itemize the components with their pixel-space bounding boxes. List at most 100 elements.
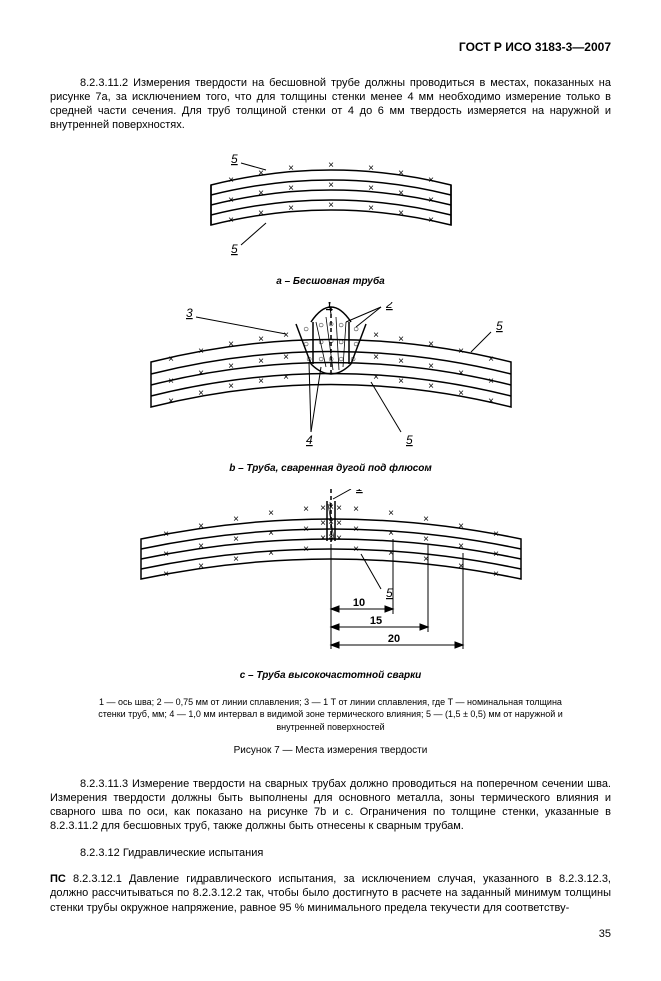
svg-text:×: × [458,346,464,357]
svg-text:×: × [458,388,464,399]
page-number: 35 [50,927,611,941]
svg-text:×: × [398,168,404,179]
dim-20: 20 [387,633,399,645]
svg-text:×: × [428,175,434,186]
svg-text:×: × [488,354,494,365]
svg-text:×: × [283,330,289,341]
label-5-bot: 5 [231,242,238,256]
svg-text:○: ○ [327,336,333,347]
figure-legend: 1 — ось шва; 2 — 0,75 мм от линии сплавл… [90,696,571,734]
svg-text:×: × [428,339,434,350]
p4-body: 8.2.3.12.1 Давление гидравлического испы… [50,873,611,914]
svg-text:×: × [458,521,464,532]
label-3: 3 [186,306,193,320]
svg-text:×: × [328,502,334,513]
svg-text:×: × [198,541,204,552]
figure-title: Рисунок 7 — Места измерения твердости [50,744,611,757]
svg-text:×: × [428,195,434,206]
svg-text:×: × [228,361,234,372]
svg-text:×: × [328,160,334,171]
svg-text:×: × [398,376,404,387]
svg-text:○: ○ [327,319,333,330]
svg-text:×: × [388,528,394,539]
svg-text:×: × [336,518,342,529]
label-2: 2 [385,302,393,311]
svg-text:×: × [233,514,239,525]
svg-text:×: × [328,532,334,543]
svg-text:×: × [353,504,359,515]
svg-text:×: × [258,334,264,345]
svg-text:×: × [303,524,309,535]
svg-text:×: × [198,521,204,532]
svg-text:×: × [336,503,342,514]
paragraph-82-3-12-1: ПС 8.2.3.12.1 Давление гидравлического и… [50,872,611,915]
svg-text:×: × [198,388,204,399]
svg-text:×: × [303,504,309,515]
caption-a: а – Бесшовная труба [50,275,611,288]
svg-text:×: × [268,548,274,559]
svg-text:×: × [328,200,334,211]
svg-text:×: × [373,330,379,341]
svg-text:×: × [398,334,404,345]
label-5b: 5 [406,433,413,447]
label-5r: 5 [496,319,503,333]
svg-text:×: × [258,208,264,219]
diagram-a-seamless: ××××××× ××××××× ××××××× 5 5 [50,145,611,265]
label-5-top: 5 [231,152,238,166]
svg-text:×: × [388,508,394,519]
svg-text:×: × [320,518,326,529]
svg-text:×: × [283,352,289,363]
svg-text:×: × [493,569,499,580]
dim-15: 15 [369,615,381,627]
label-5c: 5 [386,586,393,600]
svg-text:×: × [368,203,374,214]
svg-text:×: × [233,554,239,565]
svg-text:×: × [353,524,359,535]
svg-text:×: × [288,203,294,214]
svg-text:×: × [398,208,404,219]
svg-text:×: × [373,372,379,383]
svg-text:×: × [228,175,234,186]
svg-text:○: ○ [337,320,343,331]
svg-text:○: ○ [349,354,355,365]
svg-text:○: ○ [327,354,333,365]
svg-text:×: × [428,381,434,392]
svg-text:×: × [258,188,264,199]
label-1: 1 [326,302,333,311]
svg-text:×: × [228,195,234,206]
svg-text:×: × [168,354,174,365]
svg-text:×: × [423,514,429,525]
svg-text:×: × [163,549,169,560]
svg-text:○: ○ [337,354,343,365]
dim-10: 10 [352,597,364,609]
svg-text:×: × [398,188,404,199]
svg-text:×: × [320,503,326,514]
svg-text:×: × [428,215,434,226]
label-1c: 1 [356,489,363,494]
svg-text:×: × [488,376,494,387]
svg-text:×: × [228,339,234,350]
svg-text:×: × [368,183,374,194]
paragraph-82-3-11-3: 8.2.3.11.3 Измерение твердости на сварны… [50,777,611,834]
paragraph-82-3-11-2: 8.2.3.11.2 Измерения твердости на бесшов… [50,76,611,133]
svg-text:×: × [288,183,294,194]
svg-text:×: × [423,534,429,545]
svg-text:×: × [458,368,464,379]
svg-text:○: ○ [317,320,323,331]
svg-text:○: ○ [302,339,308,350]
svg-text:×: × [493,529,499,540]
diagram-b-saw: ××××× ××××× ××××× ××××× ××××× ××××× ○○○○… [50,302,611,452]
svg-text:×: × [368,163,374,174]
svg-text:○: ○ [337,337,343,348]
svg-text:×: × [198,346,204,357]
svg-text:×: × [228,381,234,392]
svg-text:○: ○ [302,324,308,335]
svg-text:×: × [198,561,204,572]
svg-text:×: × [493,549,499,560]
svg-text:×: × [258,376,264,387]
svg-text:×: × [428,361,434,372]
svg-text:×: × [373,352,379,363]
doc-header: ГОСТ Р ИСО 3183-3—2007 [50,40,611,56]
svg-text:×: × [336,533,342,544]
svg-text:×: × [398,356,404,367]
